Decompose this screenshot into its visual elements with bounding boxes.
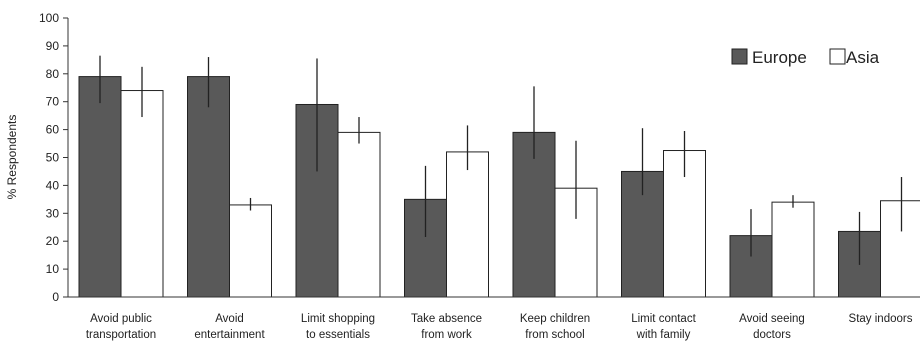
bar-asia-2 bbox=[337, 131, 381, 298]
legend-swatch-asia bbox=[829, 48, 846, 65]
y-tick-label: 30 bbox=[46, 206, 60, 220]
x-category-label: Take absence from work bbox=[411, 313, 482, 341]
bar-asia-7 bbox=[880, 200, 920, 298]
legend: Europe Asia bbox=[731, 48, 880, 67]
x-category-label: Limit contact with family bbox=[631, 313, 696, 341]
y-axis: 0 10 20 30 40 50 60 70 80 90 100 bbox=[39, 11, 69, 304]
y-tick-label: 70 bbox=[46, 95, 60, 109]
y-tick-label: 80 bbox=[46, 67, 60, 81]
x-category-label: Avoid entertainment bbox=[194, 313, 265, 341]
bar-asia-6 bbox=[771, 201, 815, 298]
bars bbox=[78, 76, 920, 298]
y-tick-label: 50 bbox=[46, 151, 60, 165]
bar-asia-3 bbox=[446, 151, 489, 298]
x-category-label: Limit shopping to essentials bbox=[301, 313, 375, 341]
error-bars bbox=[99, 55, 903, 265]
x-category-label: Keep children from school bbox=[520, 313, 590, 341]
x-axis: Avoid public transportation Avoid entertain… bbox=[68, 296, 920, 341]
y-tick-label: 20 bbox=[46, 234, 60, 248]
y-tick-label: 10 bbox=[46, 262, 60, 276]
y-tick-label: 100 bbox=[39, 11, 59, 25]
bar-europe-1 bbox=[187, 76, 230, 298]
bar-asia-0 bbox=[120, 90, 164, 298]
x-category-label: Stay indoors bbox=[849, 313, 913, 325]
legend-label-europe: Europe bbox=[752, 48, 807, 67]
x-category-label: Avoid seeing doctors bbox=[739, 313, 805, 341]
y-tick-label: 0 bbox=[52, 290, 59, 304]
y-axis-label: % Respondents bbox=[5, 115, 19, 200]
legend-swatch-europe bbox=[731, 48, 748, 65]
bar-asia-1 bbox=[229, 204, 272, 298]
bar-europe-0 bbox=[78, 76, 122, 298]
y-tick-label: 60 bbox=[46, 123, 60, 137]
x-category-label: Avoid public transportation bbox=[86, 313, 156, 341]
y-tick-label: 40 bbox=[46, 178, 60, 192]
legend-label-asia: Asia bbox=[846, 48, 880, 67]
y-tick-label: 90 bbox=[46, 39, 60, 53]
